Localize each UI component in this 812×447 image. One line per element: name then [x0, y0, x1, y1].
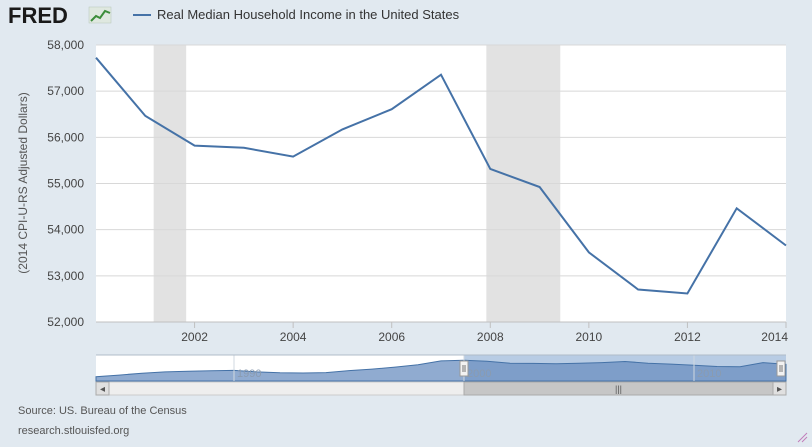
site-link[interactable]: research.stlouisfed.org: [18, 425, 130, 437]
navigator-handle-left[interactable]: [459, 360, 469, 377]
right-arrow-icon: ▸: [777, 384, 782, 395]
left-arrow-icon: ◂: [100, 384, 105, 395]
legend-series-label[interactable]: Real Median Household Income in the Unit…: [157, 7, 460, 22]
y-tick-label: 52,000: [47, 315, 84, 329]
scrollbar-grip-icon: |||: [615, 384, 622, 394]
scroll-left-button[interactable]: [95, 381, 110, 396]
navigator-handle-right[interactable]: [776, 360, 786, 377]
x-tick-label: 2002: [181, 330, 208, 344]
x-axis: 2002 2004 2006 2008 2010 2012 2014: [96, 321, 788, 344]
scrollbar[interactable]: ||| ◂ ▸: [95, 381, 787, 396]
source-note: Source: US. Bureau of the Census: [18, 405, 187, 417]
x-tick-label: 2004: [280, 330, 307, 344]
navigator-tick-label: 2000: [467, 368, 491, 380]
resize-grip-icon[interactable]: [797, 432, 808, 443]
navigator-tick-label: 2010: [697, 368, 721, 380]
y-tick-label: 54,000: [47, 223, 84, 237]
series-line[interactable]: [95, 57, 787, 295]
scroll-right-button[interactable]: [772, 381, 787, 396]
y-tick-label: 53,000: [47, 269, 84, 283]
y-axis-label: (2014 CPI-U-RS Adjusted Dollars): [16, 92, 30, 273]
y-tick-label: 58,000: [47, 38, 84, 52]
x-tick-label: 2006: [378, 330, 405, 344]
x-tick-label: 2014: [761, 330, 788, 344]
fred-logo-icon: [88, 6, 112, 24]
x-tick-label: 2010: [576, 330, 603, 344]
navigator-series: [95, 359, 787, 382]
navigator-axis: 1990 2000 2010: [233, 355, 721, 381]
y-axis: 52,000 53,000 54,000 55,000 56,000 57,000 58,0…: [47, 38, 84, 329]
x-tick-label: 2008: [477, 330, 504, 344]
navigator-tick-label: 1990: [237, 368, 261, 380]
y-tick-label: 57,000: [47, 84, 84, 98]
y-tick-label: 56,000: [47, 130, 84, 144]
x-tick-label: 2012: [674, 330, 701, 344]
fred-logo[interactable]: FRED: [8, 3, 68, 28]
y-tick-label: 55,000: [47, 177, 84, 191]
